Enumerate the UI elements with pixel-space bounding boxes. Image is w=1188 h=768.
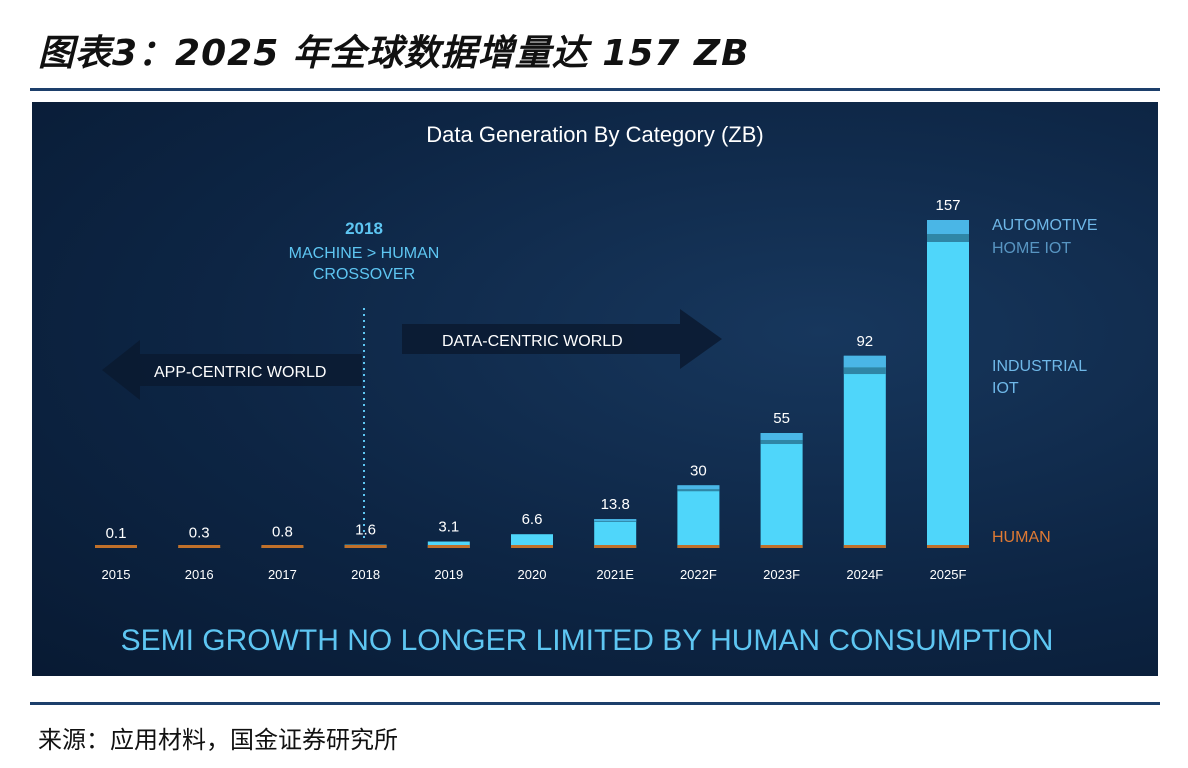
x-tick-2021E: 2021E bbox=[596, 567, 634, 582]
bar-2022F bbox=[677, 485, 720, 548]
chart-svg: Data Generation By Category (ZB) APP-CEN… bbox=[95, 122, 1098, 657]
data-label-2023F: 55 bbox=[773, 410, 790, 427]
bar-automotive-2021E bbox=[594, 519, 637, 521]
bar-2020 bbox=[511, 534, 553, 548]
bar-human-2023F bbox=[760, 545, 803, 548]
legend-automotive: AUTOMOTIVE bbox=[992, 217, 1098, 234]
bar-home-iot-2025F bbox=[927, 234, 969, 242]
bar-automotive-2023F bbox=[760, 433, 803, 440]
app-centric-label: APP-CENTRIC WORLD bbox=[154, 364, 326, 381]
chart-panel: Data Generation By Category (ZB) APP-CEN… bbox=[32, 102, 1158, 676]
banner-text: SEMI GROWTH NO LONGER LIMITED BY HUMAN C… bbox=[121, 624, 1054, 657]
x-tick-2020: 2020 bbox=[518, 567, 547, 582]
data-label-2019: 3.1 bbox=[438, 519, 459, 536]
bar-human-2020 bbox=[511, 545, 553, 548]
bar-human-2018 bbox=[344, 545, 387, 548]
bar-human-2019 bbox=[427, 545, 470, 548]
bar-automotive-2024F bbox=[843, 355, 886, 368]
bottom-rule bbox=[30, 702, 1160, 705]
bar-home-iot-2022F bbox=[677, 489, 720, 492]
x-tick-2022F: 2022F bbox=[680, 567, 717, 582]
legend-industrial-iot-line1: INDUSTRIAL bbox=[992, 358, 1087, 375]
top-rule bbox=[30, 88, 1160, 91]
bar-human-2022F bbox=[677, 545, 720, 548]
source-note: 来源：应用材料，国金证券研究所 bbox=[38, 726, 398, 754]
x-tick-2018: 2018 bbox=[351, 567, 380, 582]
legend-human: HUMAN bbox=[992, 529, 1051, 546]
x-tick-2016: 2016 bbox=[185, 567, 214, 582]
bar-human-2024F bbox=[843, 545, 886, 548]
data-label-2017: 0.8 bbox=[272, 523, 293, 540]
bar-2024F bbox=[843, 355, 886, 548]
bar-2019 bbox=[427, 541, 470, 548]
legend-home-iot: HOME IOT bbox=[992, 240, 1071, 257]
x-tick-2015: 2015 bbox=[102, 567, 131, 582]
data-label-2016: 0.3 bbox=[189, 524, 210, 541]
bar-human-2021E bbox=[594, 545, 637, 548]
legend-industrial-iot-line2: IOT bbox=[992, 380, 1019, 397]
figure-title: 图表3：2025 年全球数据增量达 157 ZB bbox=[38, 33, 750, 74]
bar-human-2017 bbox=[261, 545, 304, 548]
data-label-2015: 0.1 bbox=[106, 525, 127, 542]
crossover-line1: MACHINE > HUMAN bbox=[289, 245, 440, 262]
data-label-2020: 6.6 bbox=[522, 511, 543, 528]
bar-home-iot-2023F bbox=[760, 439, 803, 445]
bar-home-iot-2024F bbox=[843, 367, 886, 375]
app-centric-arrow bbox=[102, 340, 362, 400]
data-label-2018: 1.6 bbox=[355, 522, 376, 539]
bar-home-iot-2021E bbox=[594, 520, 637, 522]
x-tick-2019: 2019 bbox=[434, 567, 463, 582]
bars-group: 0.1 2015 0.3 2016 0.8 2017 1.6 2018 3.1 2019 6.6 20… bbox=[95, 197, 969, 582]
crossover-line2: CROSSOVER bbox=[313, 266, 415, 283]
crossover-year: 2018 bbox=[345, 219, 383, 238]
bar-automotive-2022F bbox=[677, 485, 720, 490]
x-tick-2025F: 2025F bbox=[930, 567, 967, 582]
bar-2025F bbox=[927, 220, 969, 548]
x-tick-2024F: 2024F bbox=[846, 567, 883, 582]
bar-automotive-2025F bbox=[927, 220, 969, 234]
data-label-2021E: 13.8 bbox=[601, 496, 630, 513]
data-centric-label: DATA-CENTRIC WORLD bbox=[442, 333, 623, 350]
data-centric-arrow bbox=[402, 309, 722, 369]
x-tick-2017: 2017 bbox=[268, 567, 297, 582]
bar-human-2015 bbox=[95, 545, 137, 548]
data-label-2024F: 92 bbox=[856, 333, 873, 350]
bar-human-2016 bbox=[178, 545, 221, 548]
chart-title: Data Generation By Category (ZB) bbox=[426, 122, 763, 147]
bar-human-2025F bbox=[927, 545, 969, 548]
bar-2021E bbox=[594, 519, 637, 548]
data-label-2025F: 157 bbox=[935, 197, 960, 214]
bar-2023F bbox=[760, 433, 803, 548]
x-tick-2023F: 2023F bbox=[763, 567, 800, 582]
data-label-2022F: 30 bbox=[690, 462, 707, 479]
